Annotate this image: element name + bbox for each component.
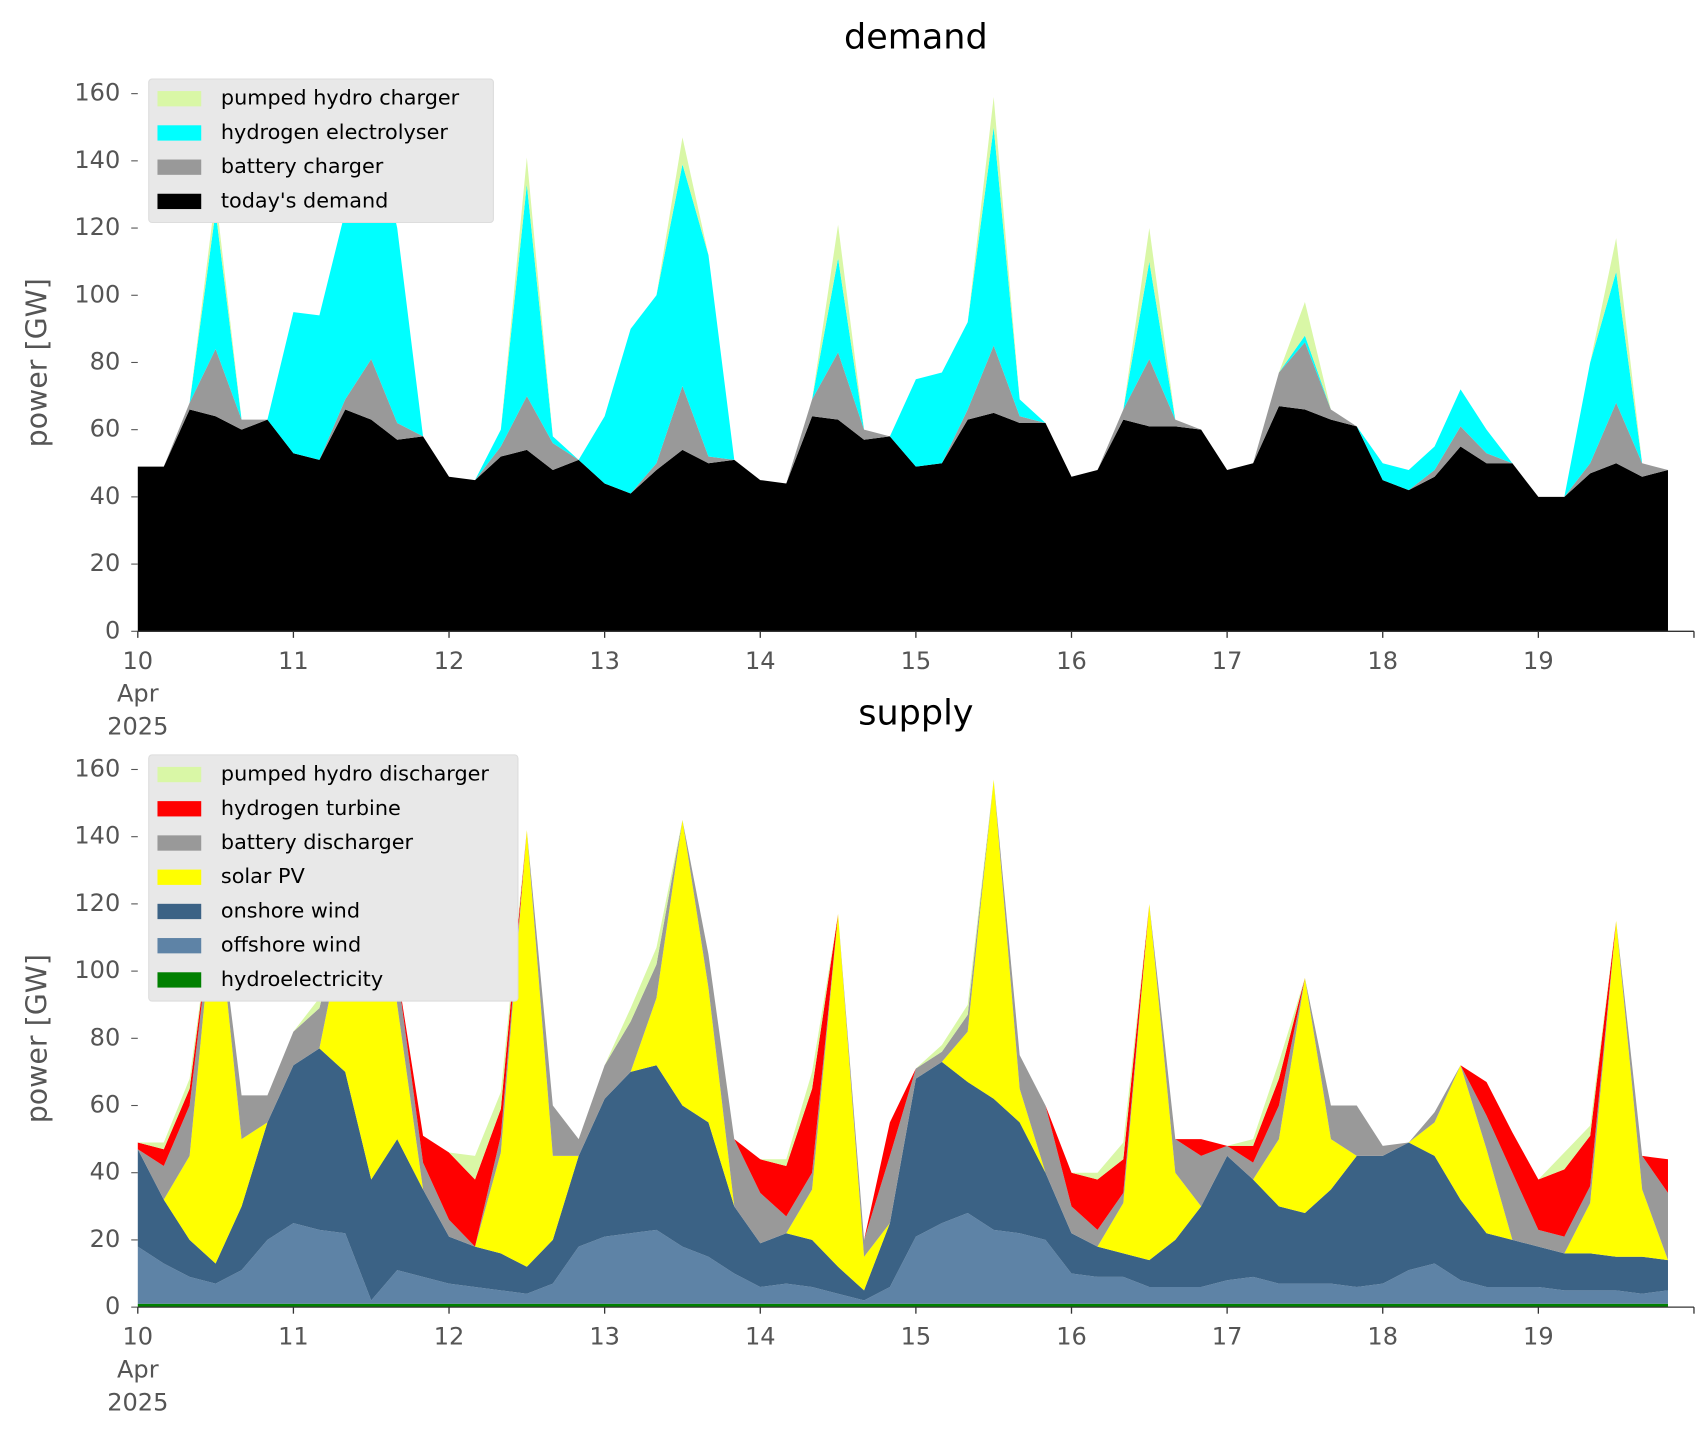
legend-swatch bbox=[157, 869, 202, 885]
legend-label: pumped hydro discharger bbox=[221, 762, 490, 786]
x-tick-label: 11 bbox=[278, 1323, 309, 1351]
legend-label: battery charger bbox=[221, 154, 384, 178]
y-tick-label: 40 bbox=[90, 1158, 121, 1186]
legend-label: today's demand bbox=[221, 188, 388, 212]
x-tick-label: 2025 bbox=[107, 713, 168, 741]
y-tick-label: 140 bbox=[74, 146, 120, 174]
legend-swatch bbox=[157, 903, 202, 920]
y-tick-label: 140 bbox=[74, 822, 120, 850]
x-tick-label: 10 bbox=[122, 647, 153, 675]
legend-label: hydrogen turbine bbox=[221, 796, 401, 820]
legend-swatch bbox=[157, 159, 202, 175]
x-tick-label: Apr bbox=[117, 1356, 159, 1384]
legend-label: hydroelectricity bbox=[221, 967, 383, 991]
area bbox=[137, 110, 1668, 497]
x-tick-label: 13 bbox=[589, 1323, 620, 1351]
x-tick-label: 16 bbox=[1056, 647, 1087, 675]
y-tick-label: 100 bbox=[74, 956, 120, 984]
legend-swatch bbox=[157, 766, 202, 783]
y-tick-label: 0 bbox=[105, 1292, 120, 1320]
x-tick-label: 11 bbox=[278, 647, 309, 675]
legend-label: solar PV bbox=[221, 864, 306, 888]
x-tick-label: 19 bbox=[1523, 1323, 1554, 1351]
legend-swatch bbox=[157, 193, 202, 210]
x-tick-label: 14 bbox=[745, 1323, 776, 1351]
x-tick-label: 17 bbox=[1212, 647, 1243, 675]
x-tick-label: 19 bbox=[1523, 647, 1554, 675]
legend-label: onshore wind bbox=[221, 898, 360, 922]
y-tick-label: 80 bbox=[90, 347, 121, 375]
area bbox=[137, 1213, 1668, 1304]
y-tick-label: 160 bbox=[74, 754, 120, 782]
y-axis-label: power [GW] bbox=[20, 954, 53, 1123]
area bbox=[137, 342, 1668, 497]
y-tick-label: 120 bbox=[74, 213, 120, 241]
area bbox=[137, 779, 1668, 1291]
y-tick-label: 20 bbox=[90, 549, 121, 577]
area bbox=[137, 406, 1668, 632]
y-tick-label: 80 bbox=[90, 1023, 121, 1051]
y-tick-label: 100 bbox=[74, 280, 120, 308]
legend-swatch bbox=[157, 91, 202, 107]
x-tick-label: 12 bbox=[434, 1323, 465, 1351]
x-tick-label: 14 bbox=[745, 647, 776, 675]
x-tick-label: 17 bbox=[1212, 1323, 1243, 1351]
legend-label: hydrogen electrolyser bbox=[221, 120, 448, 144]
legend-swatch bbox=[157, 972, 202, 988]
chart-title: supply bbox=[858, 693, 973, 733]
x-tick-label: 18 bbox=[1367, 1323, 1398, 1351]
legend-label: pumped hydro charger bbox=[221, 86, 460, 110]
chart-title: demand bbox=[844, 18, 988, 58]
legend-swatch bbox=[157, 835, 202, 851]
y-tick-label: 60 bbox=[90, 1091, 121, 1119]
x-tick-label: 16 bbox=[1056, 1323, 1087, 1351]
x-tick-label: 18 bbox=[1367, 647, 1398, 675]
legend-label: battery discharger bbox=[221, 830, 414, 854]
x-tick-label: 15 bbox=[901, 1323, 932, 1351]
area bbox=[137, 1303, 1668, 1308]
legend-box bbox=[148, 754, 519, 1002]
x-tick-label: 10 bbox=[122, 1323, 153, 1351]
y-tick-label: 40 bbox=[90, 482, 121, 510]
y-tick-label: 20 bbox=[90, 1225, 121, 1253]
area bbox=[137, 1048, 1668, 1301]
legend-box bbox=[148, 78, 494, 224]
legend-swatch bbox=[157, 801, 202, 817]
y-tick-label: 60 bbox=[90, 415, 121, 443]
y-tick-label: 160 bbox=[74, 79, 120, 107]
y-axis-label: power [GW] bbox=[20, 278, 53, 447]
x-tick-label: 2025 bbox=[107, 1388, 168, 1416]
x-tick-label: 13 bbox=[589, 647, 620, 675]
area bbox=[137, 779, 1668, 1261]
x-tick-label: 12 bbox=[434, 647, 465, 675]
legend-swatch bbox=[157, 938, 202, 954]
x-tick-label: 15 bbox=[901, 647, 932, 675]
legend-label: offshore wind bbox=[221, 933, 361, 957]
x-tick-label: Apr bbox=[117, 680, 159, 708]
y-tick-label: 0 bbox=[105, 616, 120, 644]
y-tick-label: 120 bbox=[74, 889, 120, 917]
legend-swatch bbox=[157, 125, 202, 141]
